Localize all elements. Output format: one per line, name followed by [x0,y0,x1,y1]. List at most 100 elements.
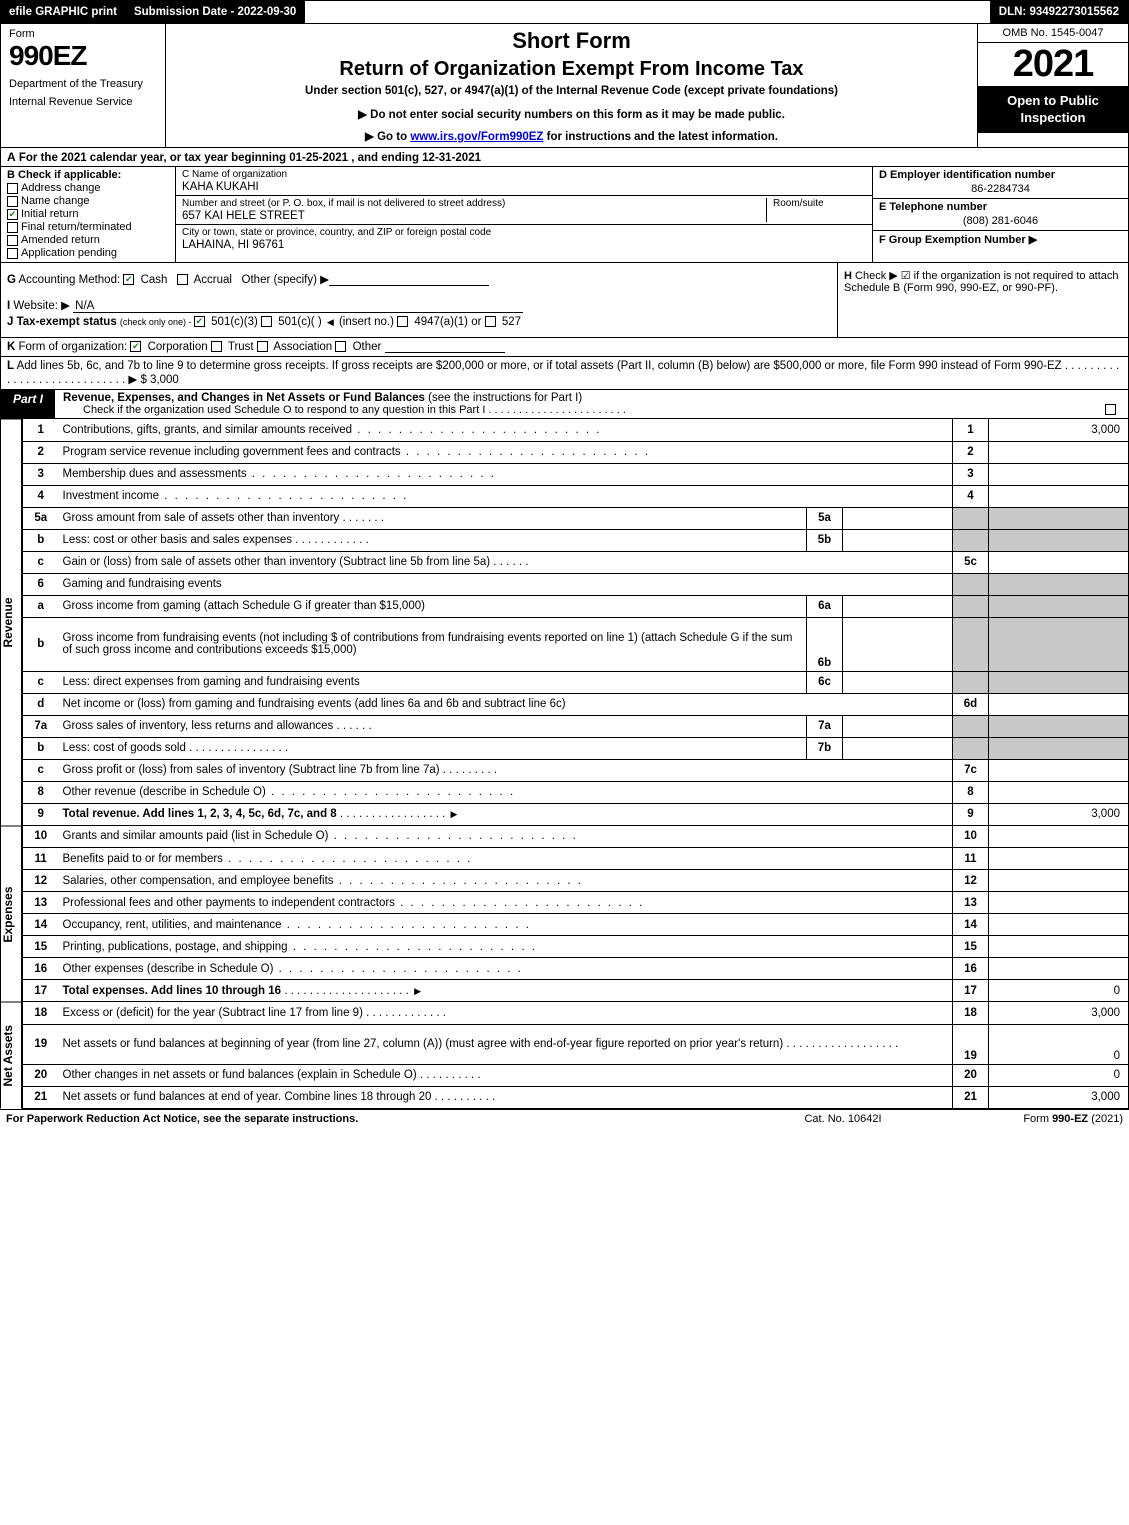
col-h: H Check ▶ ☑ if the organization is not r… [838,263,1128,337]
row-17: 17Total expenses. Add lines 10 through 1… [23,980,1129,1002]
row-5b: bLess: cost or other basis and sales exp… [23,529,1129,551]
num-18: 18 [953,1002,989,1024]
num-3: 3 [953,463,989,485]
website-value: N/A [73,300,523,313]
cb-address-change[interactable]: Address change [7,182,169,194]
num-2: 2 [953,441,989,463]
netassets-table: 18Excess or (deficit) for the year (Subt… [22,1002,1129,1109]
section-ghij: G Accounting Method: Cash Accrual Other … [0,263,1129,338]
ln-6d: d [23,693,59,715]
other-specify-input[interactable] [329,274,489,286]
row-13: 13Professional fees and other payments t… [23,892,1129,914]
h-text: Check ▶ ☑ if the organization is not req… [844,270,1119,294]
row-6d: dNet income or (loss) from gaming and fu… [23,693,1129,715]
ln-6a: a [23,595,59,617]
tel-label: E Telephone number [879,201,1122,213]
amt-10 [989,826,1129,848]
desc-10: Grants and similar amounts paid (list in… [63,830,329,842]
j-label: Tax-exempt status [13,316,120,328]
row-6c: cLess: direct expenses from gaming and f… [23,671,1129,693]
efile-print-button[interactable]: efile GRAPHIC print [1,1,126,23]
col-c: C Name of organization KAHA KUKAHI Numbe… [176,167,873,262]
ln-20: 20 [23,1064,59,1086]
desc-6a: Gross income from gaming (attach Schedul… [59,595,807,617]
cb-amended-return[interactable]: Amended return [7,234,169,246]
under-section-text: Under section 501(c), 527, or 4947(a)(1)… [176,85,967,97]
num-20: 20 [953,1064,989,1086]
ln-15: 15 [23,936,59,958]
num-14: 14 [953,914,989,936]
amt-1: 3,000 [989,419,1129,441]
top-bar: efile GRAPHIC print Submission Date - 20… [0,0,1129,24]
cb-other-org[interactable] [335,341,346,352]
page-footer: For Paperwork Reduction Act Notice, see … [0,1109,1129,1128]
ln-7a: 7a [23,715,59,737]
ein-value: 86-2284734 [879,183,1122,195]
ln-12: 12 [23,870,59,892]
j-4947: 4947(a)(1) or [411,316,485,328]
num-7c: 7c [953,759,989,781]
row-5a: 5aGross amount from sale of assets other… [23,507,1129,529]
amt-6c-grey [989,671,1129,693]
ln-5a: 5a [23,507,59,529]
amt-8 [989,781,1129,803]
cb-corporation[interactable] [130,341,141,352]
amt-18: 3,000 [989,1002,1129,1024]
num-21: 21 [953,1086,989,1108]
col-b-letter: B [7,169,15,181]
cb-trust[interactable] [211,341,222,352]
amt-6a-grey [989,595,1129,617]
cb-initial-return[interactable]: Initial return [7,208,169,220]
j-sublabel: (check only one) - [120,317,194,327]
other-org-input[interactable] [385,341,505,353]
cb-application-pending[interactable]: Application pending [7,247,169,259]
row-6: 6Gaming and fundraising events [23,573,1129,595]
amt-20: 0 [989,1064,1129,1086]
cb-501c3[interactable] [194,316,205,327]
ln-4: 4 [23,485,59,507]
amt-21: 3,000 [989,1086,1129,1108]
amt-2 [989,441,1129,463]
desc-12: Salaries, other compensation, and employ… [63,875,334,887]
cb-527[interactable] [485,316,496,327]
form-ref: Form 990-EZ (2021) [943,1113,1123,1125]
line-a-text: For the 2021 calendar year, or tax year … [16,152,481,164]
line-g: G Accounting Method: Cash Accrual Other … [7,272,831,286]
amt-19: 0 [989,1024,1129,1064]
desc-20: Other changes in net assets or fund bala… [63,1069,417,1081]
col-b-header: Check if applicable: [15,169,121,181]
cb-schedule-o[interactable] [1105,404,1116,415]
num-7a-grey [953,715,989,737]
amt-15 [989,936,1129,958]
cb-cash[interactable] [123,274,134,285]
cb-501c[interactable] [261,316,272,327]
amt-4 [989,485,1129,507]
cb-pending-label: Application pending [21,247,117,259]
j-insert: (insert no.) [336,316,397,328]
sub-6a: 6a [807,595,843,617]
num-5c: 5c [953,551,989,573]
row-3: 3Membership dues and assessments3 [23,463,1129,485]
goto-link[interactable]: www.irs.gov/Form990EZ [410,131,543,143]
desc-7c: Gross profit or (loss) from sales of inv… [63,764,440,776]
part1-sub-content: Check if the organization used Schedule … [83,404,626,416]
subamt-6b [843,617,953,671]
l-letter: L [7,360,14,372]
row-14: 14Occupancy, rent, utilities, and mainte… [23,914,1129,936]
amt-5c [989,551,1129,573]
k-label: Form of organization: [15,341,130,353]
cb-name-change[interactable]: Name change [7,195,169,207]
amt-17: 0 [989,980,1129,1002]
num-6b-grey [953,617,989,671]
sub-7b: 7b [807,737,843,759]
amt-6-grey [989,573,1129,595]
cb-accrual[interactable] [177,274,188,285]
other-label: Other (specify) ▶ [242,274,329,286]
cb-4947[interactable] [397,316,408,327]
form-header: Form 990EZ Department of the Treasury In… [0,24,1129,148]
subamt-5b [843,529,953,551]
amt-7b-grey [989,737,1129,759]
cb-association[interactable] [257,341,268,352]
desc-8: Other revenue (describe in Schedule O) [63,786,266,798]
cb-final-return[interactable]: Final return/terminated [7,221,169,233]
